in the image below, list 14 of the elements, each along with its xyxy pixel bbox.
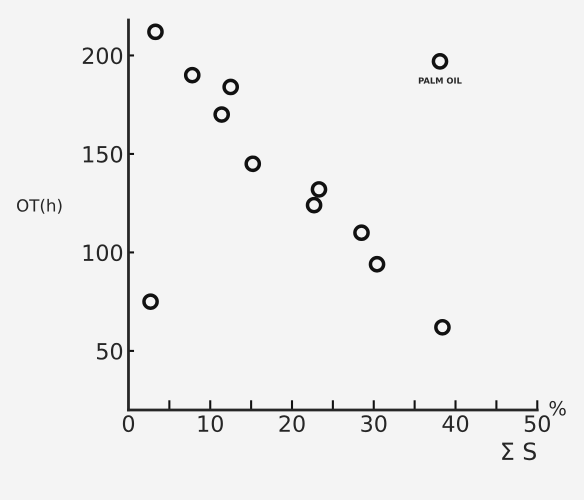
x-tick-label: 50 [524, 415, 550, 432]
x-tick-label: 20 [279, 415, 305, 432]
x-tick-label: 40 [442, 415, 468, 432]
x-axis-title: Σ S [502, 442, 536, 460]
x-tick-label: 10 [198, 415, 223, 432]
y-tick-label: 100 [84, 244, 122, 262]
y-tick-label: 150 [84, 146, 122, 163]
annotation: PALM OIL [418, 77, 462, 84]
y-tick-label: 50 [97, 342, 122, 360]
y-axis-title: OT(h) [17, 198, 62, 214]
x-tick-label: 0 [122, 415, 134, 432]
x-tick-label: 30 [361, 415, 386, 432]
text: % [549, 400, 566, 416]
y-tick-label: 200 [82, 47, 122, 64]
